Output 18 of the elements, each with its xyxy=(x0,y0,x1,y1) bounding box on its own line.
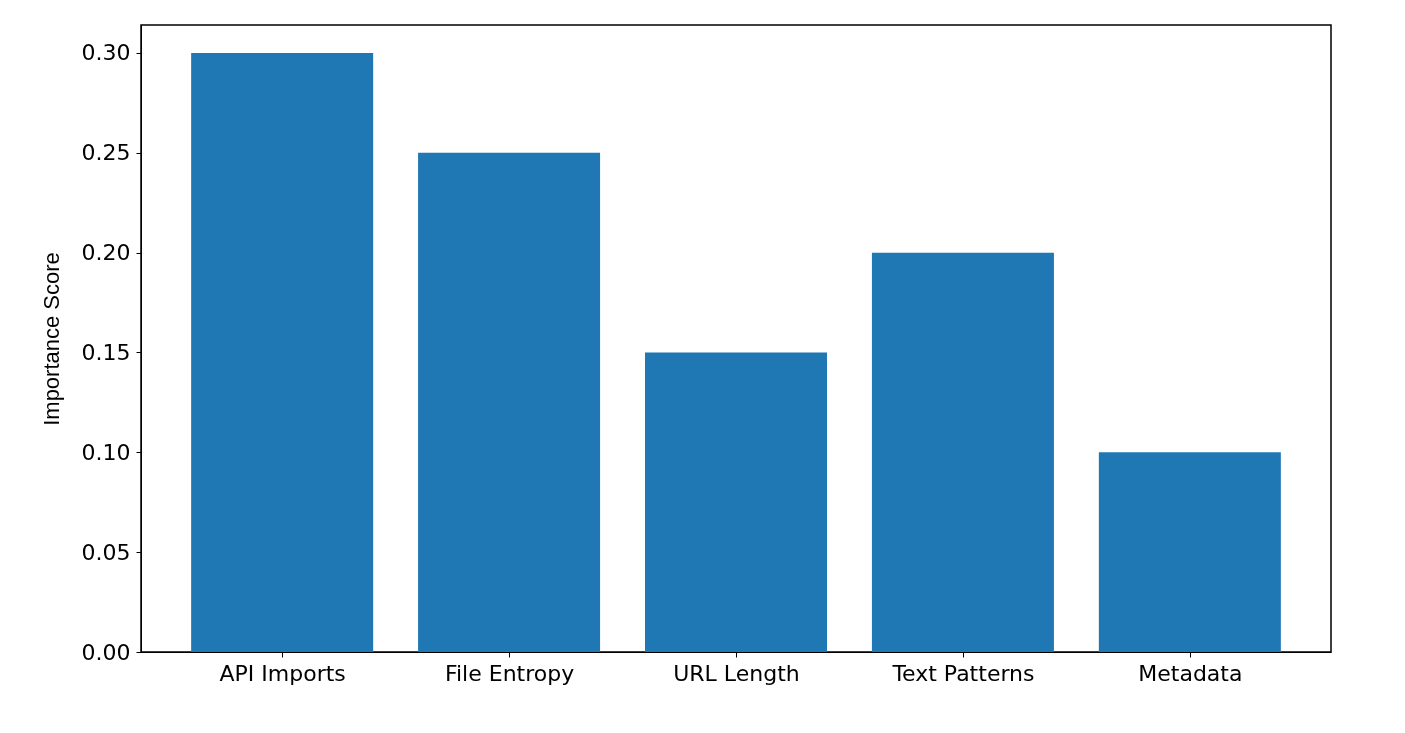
y-axis-title: Importance Score xyxy=(38,252,64,426)
bar xyxy=(191,52,374,652)
y-tick-label: 0.15 xyxy=(81,339,131,365)
x-tick-label: URL Length xyxy=(673,660,800,686)
x-tick-label: Metadata xyxy=(1138,660,1243,686)
bar xyxy=(1098,452,1281,652)
y-tick-label: 0.00 xyxy=(81,639,131,665)
y-tick-label: 0.10 xyxy=(81,439,131,465)
bar xyxy=(871,252,1054,652)
y-tick-label: 0.20 xyxy=(81,240,131,266)
bar xyxy=(418,152,601,652)
x-tick-label: API Imports xyxy=(219,660,346,686)
y-tick-label: 0.30 xyxy=(81,40,131,66)
bar xyxy=(645,352,827,652)
x-tick-label: Text Patterns xyxy=(891,660,1035,686)
x-tick-label: File Entropy xyxy=(444,660,575,686)
y-tick-label: 0.05 xyxy=(81,539,131,565)
y-tick-label: 0.25 xyxy=(81,140,131,166)
